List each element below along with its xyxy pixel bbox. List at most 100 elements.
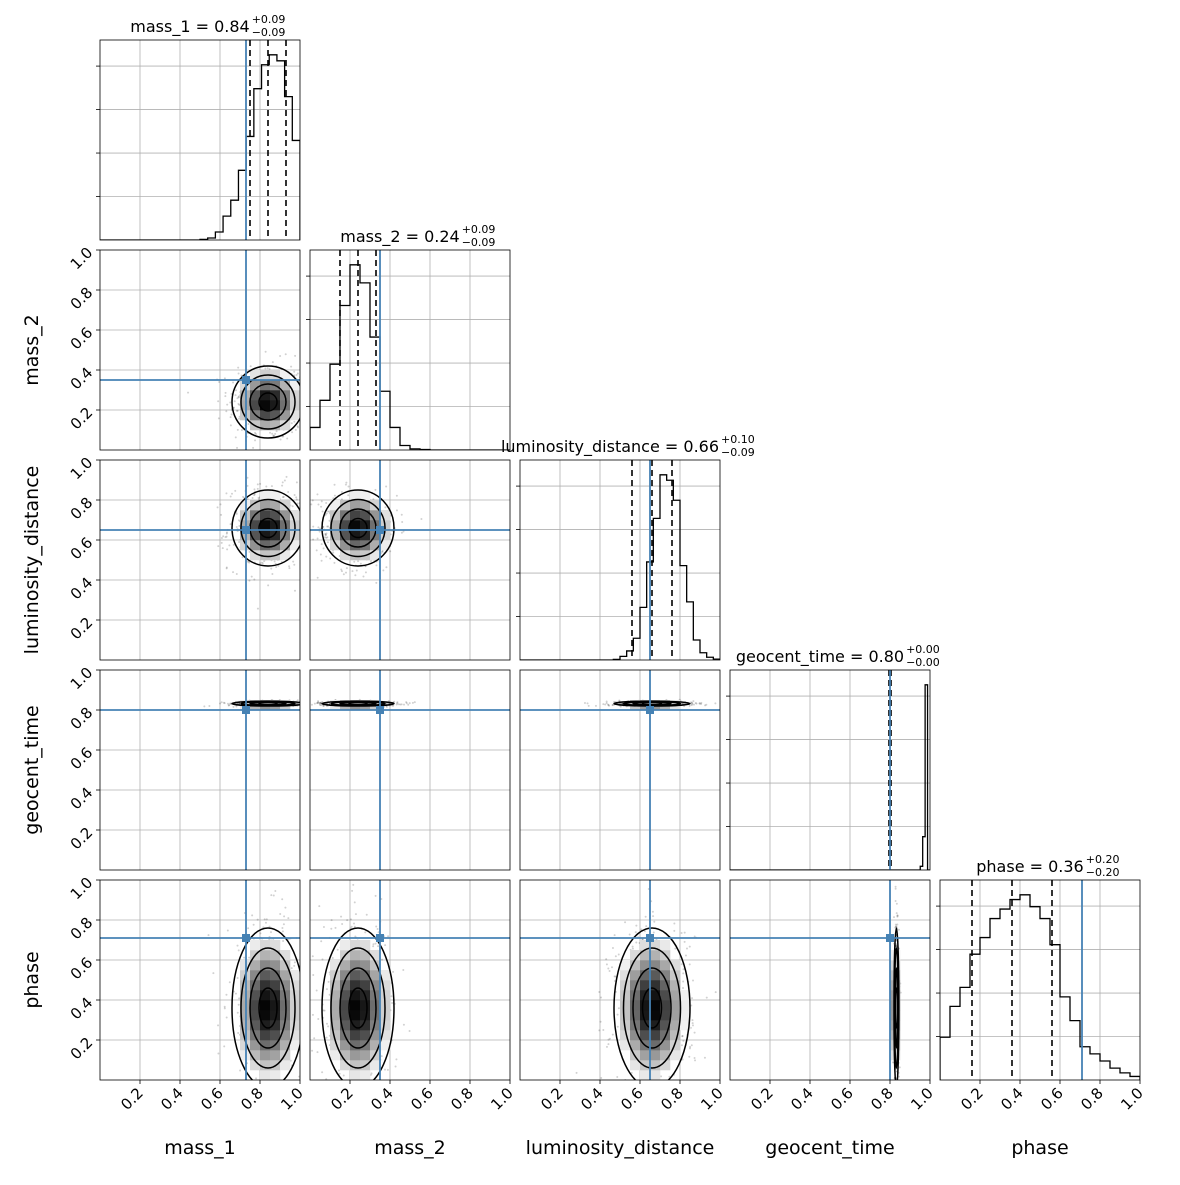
sample-point	[320, 704, 323, 707]
sample-point	[241, 556, 244, 559]
sample-point	[224, 536, 227, 539]
sample-point	[225, 531, 228, 534]
truth-marker	[646, 934, 654, 942]
sample-point	[238, 403, 241, 406]
sample-point	[621, 1129, 623, 1131]
sample-point	[896, 914, 899, 917]
sample-point	[301, 967, 303, 969]
density-cell	[630, 1040, 641, 1051]
sample-point	[362, 575, 365, 578]
density-cell	[670, 1030, 681, 1041]
panel-geocent_time-vs-luminosity_distance	[519, 669, 721, 871]
sample-point	[602, 1029, 605, 1032]
sample-point	[392, 704, 395, 707]
sample-point	[317, 503, 320, 506]
sample-point	[238, 702, 241, 705]
sample-point	[317, 1017, 320, 1020]
sample-point	[237, 366, 240, 369]
grid	[100, 40, 300, 240]
sample-point	[251, 1124, 253, 1126]
sample-point	[228, 1087, 230, 1089]
sample-point	[608, 1037, 611, 1040]
sample-point	[253, 493, 256, 496]
sample-point	[238, 997, 241, 1000]
sample-point	[258, 498, 261, 501]
sample-point	[897, 1094, 899, 1096]
density-cell	[260, 510, 271, 521]
sample-point	[630, 1071, 633, 1074]
density-cell	[650, 1070, 661, 1080]
density-cell	[360, 520, 371, 531]
sample-point	[277, 1115, 279, 1117]
sample-point	[272, 434, 275, 437]
density-cell	[330, 520, 341, 531]
sample-point	[405, 702, 408, 705]
density-cell	[330, 510, 341, 521]
x-tick-label: 0.8	[657, 1084, 687, 1114]
density-cell	[270, 520, 281, 531]
sample-point	[403, 703, 406, 706]
density-cell	[330, 1010, 341, 1021]
sample-point	[693, 1031, 696, 1034]
density-cell	[630, 990, 641, 1001]
x-tick-label: 0.4	[577, 1084, 607, 1114]
contour-0	[258, 517, 278, 539]
density-cell	[330, 1040, 341, 1051]
sample-point	[381, 550, 384, 553]
y-tick-label: 0.6	[67, 534, 97, 564]
sample-point	[261, 562, 264, 565]
sample-point	[295, 373, 298, 376]
sample-point	[689, 701, 692, 704]
x-tick-label: 0.6	[1037, 1084, 1067, 1114]
sample-point	[692, 703, 695, 706]
sample-point	[325, 536, 328, 539]
sample-point	[227, 704, 230, 707]
sample-point	[316, 702, 319, 705]
sample-point	[220, 701, 223, 704]
panel-title-geocent_time: geocent_time = 0.80 +0.00−0.00	[736, 643, 940, 669]
sample-point	[634, 931, 637, 934]
density-cell	[650, 1050, 661, 1061]
density-cell	[660, 1040, 671, 1051]
sample-point	[303, 882, 305, 884]
sample-point	[605, 700, 608, 703]
sample-point	[284, 353, 287, 356]
density-cell	[340, 540, 351, 551]
sample-point	[247, 927, 250, 930]
density-cell	[250, 530, 261, 541]
sample-point	[246, 476, 249, 479]
sample-point	[364, 931, 367, 934]
sample-point	[344, 571, 347, 574]
density-cell	[360, 1050, 371, 1061]
density-cell	[270, 420, 281, 431]
sample-point	[334, 926, 337, 929]
density-cell	[350, 530, 361, 541]
sample-point	[242, 495, 245, 498]
sample-point	[246, 484, 249, 487]
sample-point	[652, 915, 655, 918]
density-cell	[650, 1040, 661, 1051]
sample-point	[219, 503, 222, 506]
density-cell	[270, 940, 281, 951]
sample-point	[187, 391, 190, 394]
sample-point	[598, 1029, 601, 1032]
sample-point	[395, 703, 398, 706]
density-cell	[670, 1020, 681, 1031]
density-cell	[250, 980, 261, 991]
sample-point	[264, 367, 267, 370]
sample-point	[302, 702, 304, 704]
sample-point	[698, 702, 701, 705]
contour-0	[348, 517, 368, 539]
sample-point	[283, 915, 286, 918]
title-plus: +0.20	[1086, 853, 1120, 866]
sample-point	[644, 915, 647, 918]
sample-point	[236, 428, 239, 431]
sample-point	[355, 1084, 357, 1086]
sample-point	[270, 894, 273, 897]
density-cell	[650, 1030, 661, 1041]
density-cell	[620, 970, 631, 981]
sample-point	[652, 931, 655, 934]
sample-point	[305, 546, 307, 548]
